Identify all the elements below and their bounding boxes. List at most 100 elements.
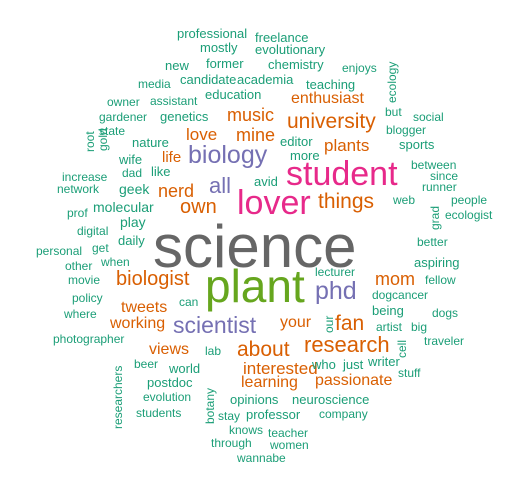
word-plants: plants: [324, 136, 370, 155]
word-sports: sports: [399, 137, 435, 152]
word-new: new: [165, 58, 189, 73]
word-company: company: [319, 407, 368, 421]
word-freelance: freelance: [255, 30, 309, 45]
word-biologist: biologist: [116, 268, 190, 290]
word-prof: prof: [67, 206, 88, 220]
word-lecturer: lecturer: [315, 265, 356, 279]
word-professor: professor: [246, 407, 301, 422]
word-research: research: [304, 332, 390, 357]
word-learning: learning: [241, 374, 298, 391]
word-grad: grad: [428, 205, 442, 230]
word-teaching: teaching: [306, 77, 356, 92]
word-evolutionary: evolutionary: [255, 42, 326, 57]
word-students: students: [136, 406, 182, 420]
word-enjoys: enjoys: [342, 61, 377, 75]
word-botany: botany: [203, 387, 217, 424]
word-when: when: [101, 255, 130, 269]
word-aspiring: aspiring: [414, 255, 460, 270]
word-mine: mine: [236, 125, 276, 145]
word-working: working: [110, 315, 166, 332]
word-academia: academia: [237, 72, 294, 87]
word-passionate: passionate: [315, 372, 393, 389]
word-cell: cell: [395, 339, 409, 358]
word-life: life: [162, 149, 182, 166]
word-university: university: [287, 110, 376, 133]
word-owner: owner: [107, 95, 140, 109]
word-own: own: [180, 196, 217, 218]
word-state: state: [99, 124, 126, 138]
word-views: views: [149, 341, 190, 358]
word-candidate: candidate: [180, 72, 237, 87]
word-fan: fan: [335, 312, 365, 335]
word-plant: plant: [205, 260, 305, 312]
word-women: women: [270, 438, 309, 452]
word-blogger: blogger: [386, 123, 427, 137]
word-science: science: [153, 213, 357, 280]
word-through: through: [211, 436, 252, 450]
word-other: other: [65, 259, 93, 273]
word-stuff: stuff: [398, 366, 421, 380]
word-people: people: [451, 193, 488, 207]
word-beer: beer: [134, 357, 159, 371]
word-being: being: [372, 303, 404, 318]
word-interested: interested: [243, 359, 318, 378]
word-gardener: gardener: [99, 110, 148, 124]
word-knows: knows: [229, 423, 264, 437]
word-can: can: [179, 295, 199, 309]
word-photographer: photographer: [53, 332, 125, 346]
word-fellow: fellow: [425, 273, 456, 287]
word-lover: lover: [237, 184, 311, 222]
word-dogcancer: dogcancer: [372, 288, 429, 302]
word-molecular: molecular: [93, 199, 154, 215]
word-things: things: [318, 190, 375, 213]
word-between: between: [411, 158, 457, 172]
word-more: more: [290, 148, 320, 163]
word-mom: mom: [375, 269, 415, 289]
word-better: better: [417, 235, 448, 249]
word-dogs: dogs: [432, 306, 459, 320]
word-dad: dad: [122, 166, 143, 180]
word-social: social: [413, 110, 444, 124]
word-like: like: [151, 164, 171, 179]
word-gold: gold: [96, 128, 110, 151]
word-get: get: [92, 241, 109, 255]
word-digital: digital: [77, 224, 109, 238]
word-our: our: [322, 315, 336, 333]
word-phd: phd: [315, 277, 357, 305]
word-biology: biology: [188, 141, 268, 169]
word-network: network: [57, 182, 100, 196]
word-tweets: tweets: [121, 299, 168, 316]
word-artist: artist: [376, 320, 403, 334]
word-education: education: [205, 87, 262, 102]
word-wife: wife: [119, 152, 143, 167]
word-assistant: assistant: [150, 94, 198, 108]
word-web: web: [393, 193, 416, 207]
word-media: media: [138, 77, 171, 91]
word-policy: policy: [72, 291, 103, 305]
word-daily: daily: [118, 233, 145, 248]
word-geek: geek: [119, 181, 150, 197]
word-but: but: [385, 105, 402, 119]
word-lab: lab: [205, 344, 222, 358]
word-root: root: [83, 131, 97, 152]
word-your: your: [280, 314, 312, 331]
word-enthusiast: enthusiast: [291, 90, 364, 107]
word-researchers: researchers: [111, 365, 125, 429]
word-love: love: [186, 125, 218, 144]
word-just: just: [343, 357, 364, 372]
word-since: since: [430, 169, 459, 183]
word-editor: editor: [280, 134, 313, 149]
word-movie: movie: [68, 273, 101, 287]
word-music: music: [227, 105, 275, 125]
word-all: all: [209, 173, 232, 198]
word-mostly: mostly: [200, 40, 238, 55]
word-where: where: [64, 307, 97, 321]
word-play: play: [120, 214, 146, 230]
word-avid: avid: [254, 174, 278, 189]
word-who: who: [312, 357, 336, 372]
word-personal: personal: [36, 244, 83, 258]
word-increase: increase: [62, 170, 108, 184]
word-student: student: [286, 155, 398, 193]
word-neuroscience: neuroscience: [292, 392, 370, 407]
